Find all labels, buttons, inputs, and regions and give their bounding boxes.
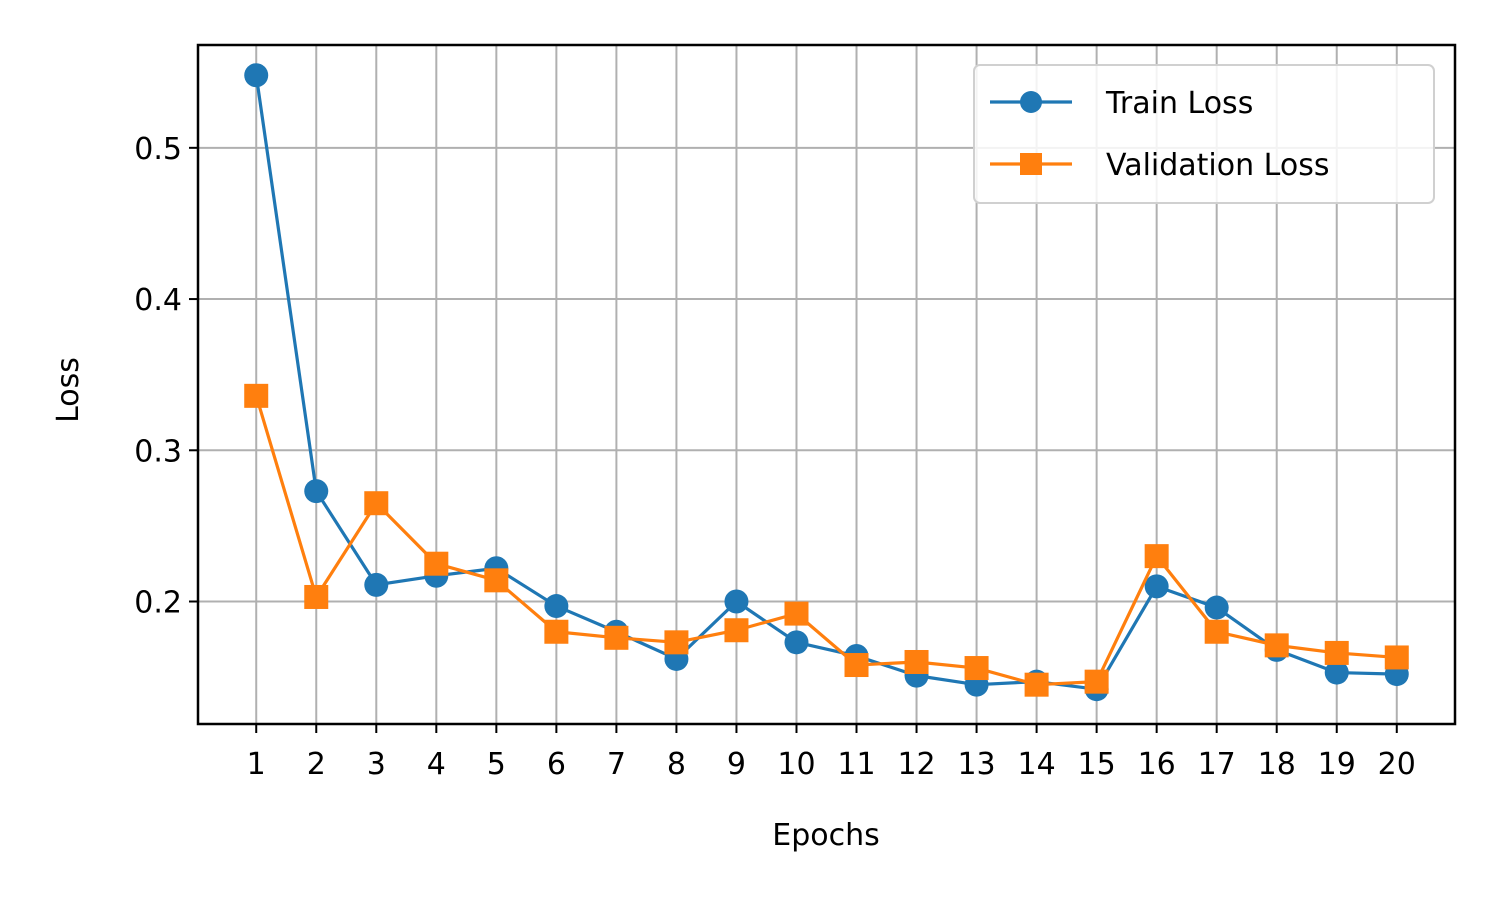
validation-loss-point xyxy=(724,618,749,643)
validation-loss-point xyxy=(1024,672,1049,697)
x-tick-label: 10 xyxy=(777,747,815,782)
y-tick-label: 0.5 xyxy=(134,132,182,167)
x-axis-ticks: 1 2 3 4 5 6 7 8 9 10 11 12 13 14 15 16 17 18 19 20 xyxy=(247,724,1416,782)
validation-loss-series xyxy=(244,383,1409,697)
x-tick-label: 4 xyxy=(427,747,446,782)
validation-loss-point xyxy=(904,649,929,674)
train-loss-point xyxy=(724,589,749,614)
legend-box xyxy=(973,64,1435,204)
y-tick-label: 0.4 xyxy=(134,283,182,318)
x-tick-label: 18 xyxy=(1258,747,1296,782)
validation-loss-point xyxy=(1324,640,1349,665)
legend-train-label: Train Loss xyxy=(1105,86,1253,121)
x-tick-label: 3 xyxy=(367,747,386,782)
y-axis-title: Loss xyxy=(51,357,86,423)
x-tick-label: 12 xyxy=(897,747,935,782)
validation-loss-point xyxy=(1084,669,1109,694)
x-tick-label: 19 xyxy=(1318,747,1356,782)
legend-train-marker xyxy=(1020,91,1042,113)
train-loss-point xyxy=(544,594,569,619)
validation-loss-point xyxy=(1384,645,1409,670)
y-axis-ticks: 0.2 0.3 0.4 0.5 xyxy=(134,132,198,621)
x-tick-label: 15 xyxy=(1078,747,1116,782)
train-loss-point xyxy=(784,630,809,655)
train-loss-point xyxy=(1324,660,1349,685)
validation-loss-point xyxy=(364,491,389,516)
validation-loss-point xyxy=(304,584,329,609)
train-loss-point xyxy=(304,479,329,504)
x-tick-label: 20 xyxy=(1378,747,1416,782)
x-tick-label: 17 xyxy=(1198,747,1236,782)
x-tick-label: 5 xyxy=(487,747,506,782)
x-tick-label: 14 xyxy=(1018,747,1056,782)
validation-loss-point xyxy=(784,601,809,626)
series-layer xyxy=(244,63,1409,702)
validation-loss-point xyxy=(1204,619,1229,644)
validation-loss-point xyxy=(964,656,989,681)
x-tick-label: 11 xyxy=(837,747,875,782)
validation-loss-point xyxy=(1264,633,1289,658)
x-tick-label: 1 xyxy=(247,747,266,782)
x-tick-label: 7 xyxy=(607,747,626,782)
train-loss-point xyxy=(1204,595,1229,620)
x-tick-label: 6 xyxy=(547,747,566,782)
validation-loss-point xyxy=(424,551,449,576)
validation-loss-point xyxy=(544,619,569,644)
x-tick-label: 16 xyxy=(1138,747,1176,782)
x-tick-label: 13 xyxy=(957,747,995,782)
validation-loss-point xyxy=(604,625,629,650)
train-loss-point xyxy=(364,572,389,597)
x-tick-label: 9 xyxy=(727,747,746,782)
validation-loss-point xyxy=(244,383,269,408)
train-loss-point xyxy=(244,63,269,88)
train-loss-point xyxy=(1144,574,1169,599)
y-tick-label: 0.3 xyxy=(134,434,182,469)
grid xyxy=(198,45,1455,724)
validation-loss-point xyxy=(1144,544,1169,569)
legend-validation-marker xyxy=(1020,153,1042,175)
validation-loss-point xyxy=(664,630,689,655)
legend-validation-label: Validation Loss xyxy=(1106,148,1329,183)
validation-loss-point xyxy=(484,568,509,593)
validation-loss-point xyxy=(844,653,869,678)
x-axis-title: Epochs xyxy=(772,818,880,853)
x-tick-label: 8 xyxy=(667,747,686,782)
x-tick-label: 2 xyxy=(307,747,326,782)
y-tick-label: 0.2 xyxy=(134,586,182,621)
legend: Train Loss Validation Loss xyxy=(973,64,1435,204)
plot-frame xyxy=(196,43,1457,726)
